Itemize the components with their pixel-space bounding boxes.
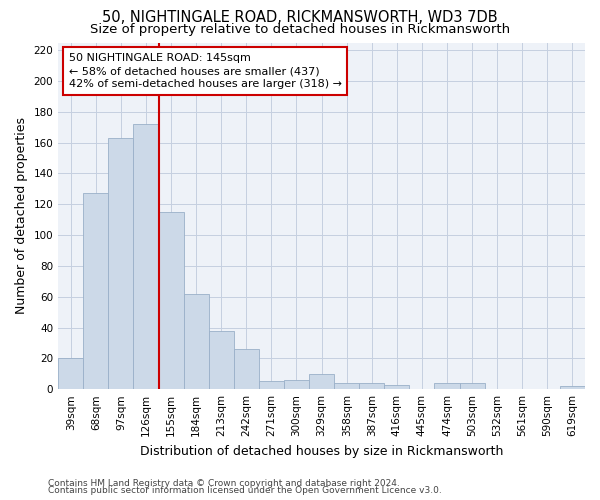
- Bar: [460, 383, 485, 389]
- Bar: [359, 383, 385, 389]
- Bar: [83, 194, 109, 389]
- Text: Contains public sector information licensed under the Open Government Licence v3: Contains public sector information licen…: [48, 486, 442, 495]
- Bar: [109, 138, 133, 389]
- Text: Size of property relative to detached houses in Rickmansworth: Size of property relative to detached ho…: [90, 22, 510, 36]
- Bar: [158, 212, 184, 389]
- Bar: [58, 358, 83, 389]
- Bar: [234, 349, 259, 389]
- Bar: [284, 380, 309, 389]
- X-axis label: Distribution of detached houses by size in Rickmansworth: Distribution of detached houses by size …: [140, 444, 503, 458]
- Bar: [309, 374, 334, 389]
- Bar: [334, 383, 359, 389]
- Text: 50 NIGHTINGALE ROAD: 145sqm
← 58% of detached houses are smaller (437)
42% of se: 50 NIGHTINGALE ROAD: 145sqm ← 58% of det…: [69, 53, 342, 90]
- Bar: [434, 383, 460, 389]
- Y-axis label: Number of detached properties: Number of detached properties: [15, 118, 28, 314]
- Bar: [133, 124, 158, 389]
- Text: Contains HM Land Registry data © Crown copyright and database right 2024.: Contains HM Land Registry data © Crown c…: [48, 478, 400, 488]
- Bar: [259, 382, 284, 389]
- Text: 50, NIGHTINGALE ROAD, RICKMANSWORTH, WD3 7DB: 50, NIGHTINGALE ROAD, RICKMANSWORTH, WD3…: [102, 10, 498, 25]
- Bar: [209, 330, 234, 389]
- Bar: [385, 384, 409, 389]
- Bar: [184, 294, 209, 389]
- Bar: [560, 386, 585, 389]
